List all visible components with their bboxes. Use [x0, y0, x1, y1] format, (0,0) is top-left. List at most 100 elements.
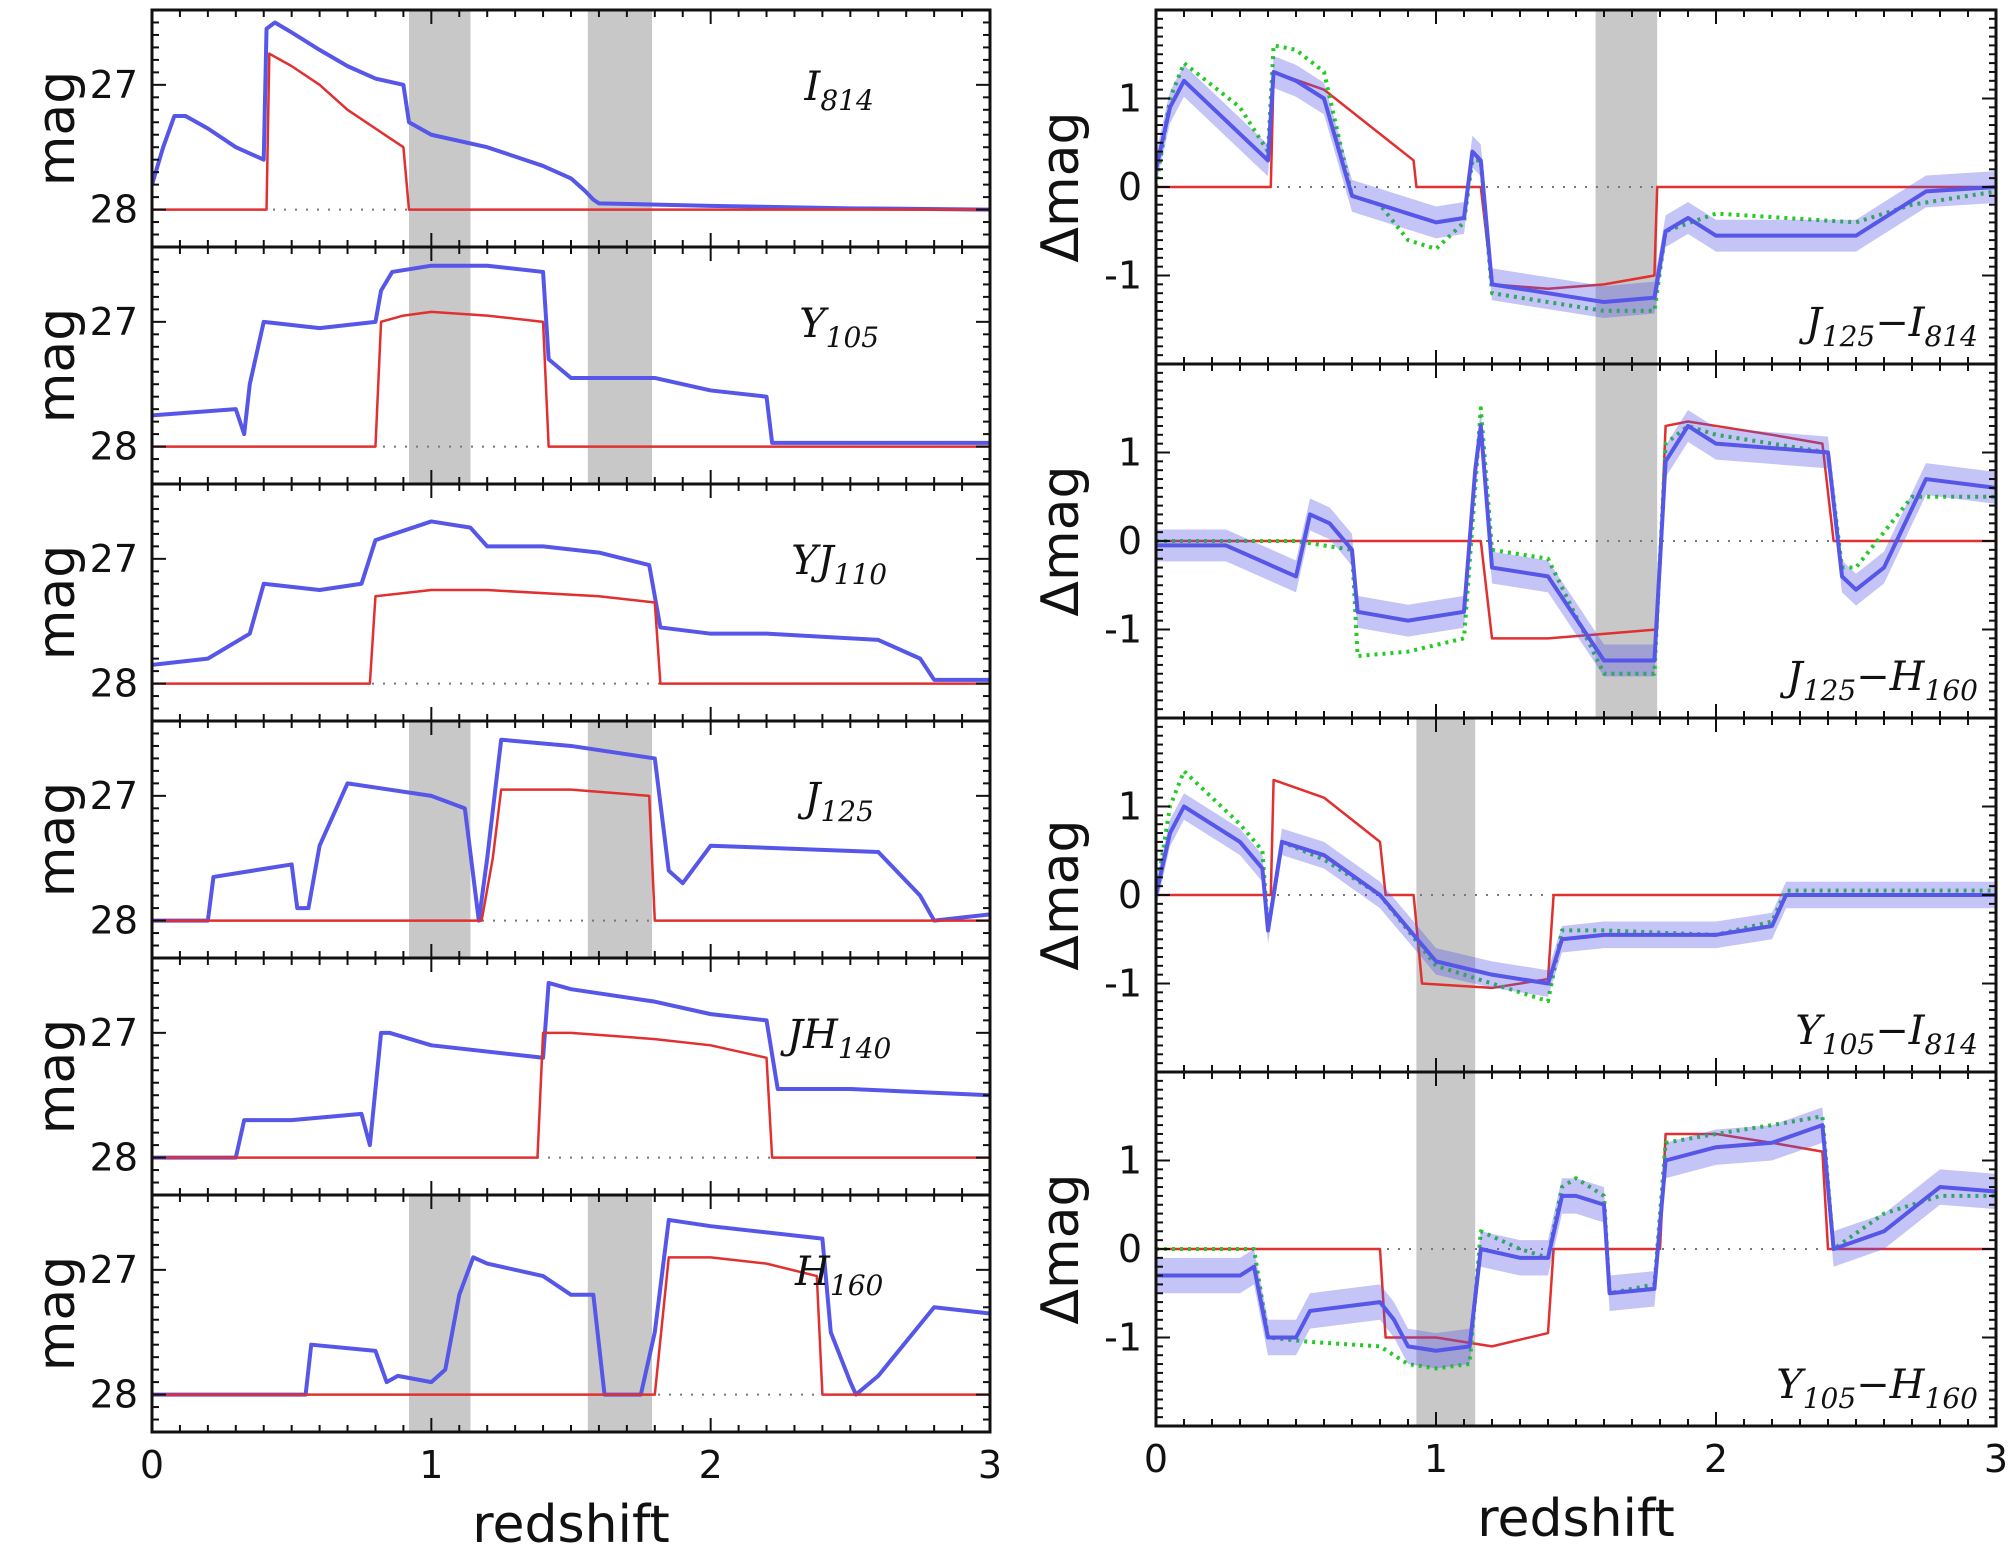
plot-area — [152, 519, 990, 685]
plot-frame — [150, 719, 992, 960]
y-axis-label: mag — [27, 782, 87, 898]
series-line — [1156, 1123, 1996, 1353]
plot-area — [1156, 1072, 1996, 1426]
filter-label: YJ110 — [791, 538, 887, 591]
shaded-redshift-band — [408, 1195, 471, 1432]
series-line — [152, 737, 990, 923]
series-line — [152, 1217, 990, 1397]
y-tick-label: -1 — [1104, 608, 1142, 652]
y-tick-label: 27 — [90, 63, 138, 107]
series-line — [152, 588, 990, 685]
plot-area — [152, 10, 990, 247]
y-tick-label: 28 — [90, 425, 138, 469]
y-tick-label: 27 — [90, 537, 138, 581]
filter-label: H160 — [794, 1249, 883, 1302]
y-tick-label: 27 — [90, 1248, 138, 1292]
y-tick-label: 1 — [1118, 77, 1142, 121]
series-line — [152, 1031, 990, 1159]
series-line — [152, 20, 990, 212]
series-line — [1156, 423, 1996, 663]
y-axis-label: mag — [27, 545, 87, 661]
y-tick-label: 28 — [90, 188, 138, 232]
color-label: Y105−I814 — [1795, 1008, 1978, 1061]
y-axis-label: mag — [27, 1256, 87, 1372]
panel-right-0: -1 0 1 Δmag J125−I814 — [1031, 8, 1998, 366]
series-line — [1156, 778, 1996, 990]
plot-frame — [150, 482, 992, 723]
y-tick-label: 28 — [90, 899, 138, 943]
y-axis-label: Δmag — [1031, 465, 1091, 616]
y-tick-label: 28 — [90, 1136, 138, 1180]
x-tick-label: 3 — [1984, 1437, 2008, 1481]
panel-left-5: 27 280 1 2 3 mag H160 redshift — [27, 1193, 1002, 1555]
y-tick-label: 0 — [1118, 1227, 1142, 1271]
shaded-redshift-band — [1416, 1072, 1476, 1426]
y-tick-label: 27 — [90, 774, 138, 818]
y-tick-label: 0 — [1118, 873, 1142, 917]
y-tick-label: -1 — [1104, 962, 1142, 1006]
x-tick-label: 2 — [1704, 1437, 1728, 1481]
x-tick-label: 0 — [140, 1443, 164, 1487]
y-tick-label: 1 — [1118, 785, 1142, 829]
series-line — [152, 788, 990, 922]
x-axis-label: redshift — [1477, 1489, 1675, 1549]
shaded-redshift-band — [587, 247, 653, 484]
series-line — [1156, 43, 1996, 313]
panel-right-1: -1 0 1 Δmag J125−H160 — [1031, 362, 1998, 720]
series-line — [152, 980, 990, 1160]
shaded-redshift-band — [1595, 10, 1658, 364]
plot-frame — [150, 8, 992, 249]
shaded-redshift-band — [587, 10, 653, 247]
plot-area — [1156, 718, 1996, 1072]
y-tick-label: 27 — [90, 300, 138, 344]
y-axis-label: mag — [27, 1019, 87, 1135]
x-tick-label: 2 — [699, 1443, 723, 1487]
y-tick-label: -1 — [1104, 254, 1142, 298]
plot-area — [152, 1195, 990, 1432]
series-line — [1156, 804, 1996, 986]
color-label: Y105−H160 — [1776, 1362, 1978, 1415]
color-label: J125−H160 — [1780, 654, 1978, 707]
series-line — [1156, 1114, 1996, 1371]
plot-area — [1156, 10, 1996, 364]
plot-area — [152, 721, 990, 958]
y-tick-label: -1 — [1104, 1316, 1142, 1360]
y-axis-label: Δmag — [1031, 1173, 1091, 1324]
x-tick-label: 0 — [1144, 1437, 1168, 1481]
series-line — [152, 1256, 990, 1396]
x-axis-label: redshift — [472, 1495, 670, 1555]
y-axis-label: Δmag — [1031, 819, 1091, 970]
series-line — [1156, 69, 1996, 305]
series-line — [1156, 420, 1996, 640]
filter-label: Y105 — [799, 301, 879, 354]
shaded-redshift-band — [587, 721, 653, 958]
y-tick-label: 1 — [1118, 431, 1142, 475]
plot-frame — [150, 956, 992, 1197]
filter-label: I814 — [804, 64, 874, 117]
filter-label: JH140 — [780, 1012, 891, 1065]
color-label: J125−I814 — [1799, 300, 1978, 353]
y-axis-label: Δmag — [1031, 111, 1091, 262]
plot-area — [152, 980, 990, 1160]
uncertainty-band — [1156, 410, 1996, 677]
plot-area — [1156, 364, 1996, 718]
plot-area — [152, 247, 990, 484]
y-tick-label: 0 — [1118, 165, 1142, 209]
panel-right-2: -1 0 1 Δmag Y105−I814 — [1031, 716, 1998, 1074]
series-line — [152, 52, 990, 211]
y-tick-label: 28 — [90, 1373, 138, 1417]
x-tick-label: 1 — [419, 1443, 443, 1487]
series-line — [152, 263, 990, 445]
shaded-redshift-band — [408, 247, 471, 484]
series-line — [152, 310, 990, 448]
x-tick-label: 3 — [978, 1443, 1002, 1487]
series-line — [152, 519, 990, 682]
x-tick-label: 1 — [1424, 1437, 1448, 1481]
plot-frame — [150, 245, 992, 486]
